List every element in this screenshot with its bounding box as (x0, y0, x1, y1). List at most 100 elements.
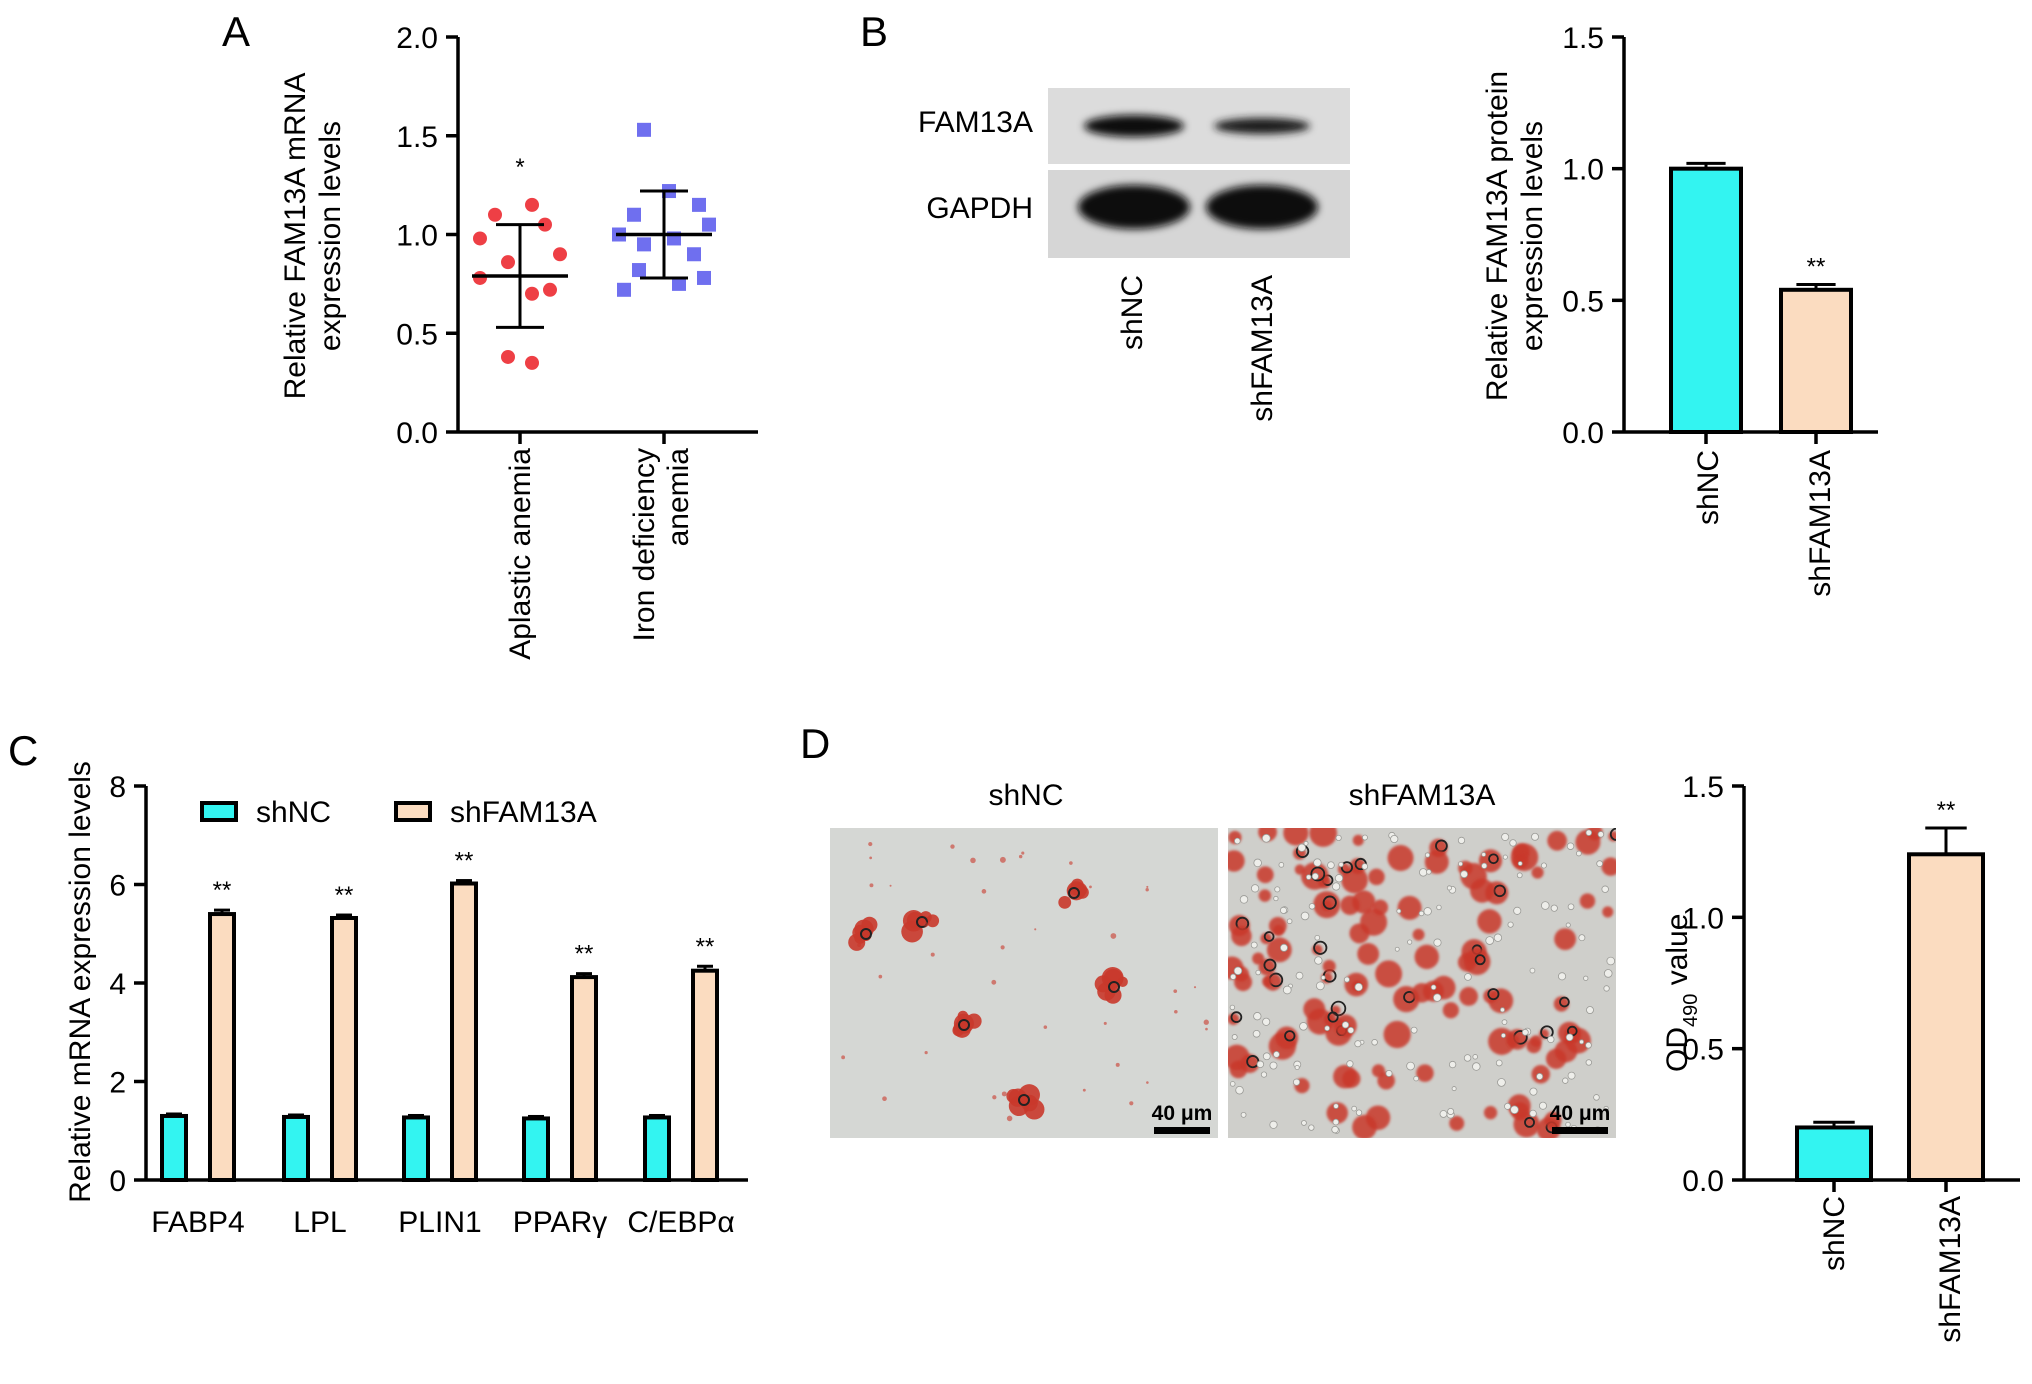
panel-c-bar-shfam13a (450, 881, 478, 1182)
unstained-cell (1457, 836, 1466, 845)
panel-a-point-iron (617, 282, 631, 297)
panel-d-bar (1795, 1125, 1873, 1183)
panel-d-bar (1907, 852, 1985, 1182)
unstained-cell (1231, 1034, 1238, 1040)
stained-cell (1340, 895, 1360, 915)
panel-c-significance: ** (696, 933, 715, 960)
unstained-cell (1575, 850, 1582, 857)
unstained-cell (1550, 904, 1558, 912)
panel-a-xlabel-aplastic: Aplastic anemia (504, 448, 537, 660)
stain-speck (999, 856, 1006, 863)
lipid-droplet (1108, 981, 1120, 993)
stain-speck (1115, 1062, 1120, 1067)
unstained-cell (1536, 1072, 1544, 1081)
lipid-droplet (1340, 861, 1354, 874)
unstained-cell (1394, 946, 1400, 952)
stained-cell (1507, 1094, 1531, 1118)
panel-c-significance: ** (575, 941, 594, 968)
lipid-droplet (1330, 1000, 1347, 1017)
unstained-cell (1463, 1054, 1472, 1062)
unstained-cell (1565, 922, 1571, 928)
stained-cell (1601, 857, 1616, 876)
unstained-cell (1279, 906, 1288, 914)
stained-cell (1483, 1106, 1498, 1120)
panel-a-ylabel-line2: expression levels (314, 121, 347, 351)
unstained-cell (1252, 1029, 1261, 1038)
unstained-cell (1343, 976, 1350, 983)
panel-c-bar-shnc (402, 1115, 430, 1183)
unstained-cell (1439, 1110, 1448, 1118)
panel-c-y-tick-label: 6 (109, 870, 126, 903)
unstained-cell (1418, 910, 1425, 917)
stained-cell (1240, 1054, 1260, 1074)
legend-label-shnc: shNC (256, 796, 331, 829)
unstained-cell (1433, 938, 1442, 947)
panel-a-point-iron (627, 207, 641, 222)
unstained-cell (1583, 975, 1589, 981)
stained-cell (906, 911, 924, 929)
lipid-droplet (1230, 1011, 1243, 1023)
unstained-cell (1497, 1078, 1506, 1087)
unstained-cell (1603, 985, 1610, 992)
stain-speck (922, 921, 928, 927)
panel-d-ylabel: OD490 value (1661, 914, 1702, 1072)
lipid-droplet (1609, 828, 1616, 841)
unstained-cell (1229, 1081, 1236, 1087)
stain-speck (1146, 1081, 1149, 1084)
stain-speck (1082, 1088, 1086, 1092)
blot-band-fam13a-shnc (1084, 115, 1184, 137)
stained-cell (1117, 976, 1128, 987)
unstained-cell (1567, 903, 1575, 911)
lipid-droplet (860, 928, 872, 940)
stained-cell (1372, 899, 1389, 916)
stained-cell (1412, 928, 1425, 941)
unstained-cell (1282, 985, 1292, 995)
legend-swatch-shnc (200, 801, 238, 822)
unstained-cell (1501, 832, 1510, 841)
stain-speck (1001, 1091, 1007, 1097)
stained-cell (1553, 996, 1570, 1012)
panel-b-y-tick-label: 0.5 (1562, 285, 1604, 318)
panel-a-xlabel-iron-line1: Iron deficiency (628, 448, 661, 641)
unstained-cell (1597, 831, 1605, 838)
stained-cell (1575, 829, 1601, 855)
unstained-cell (1433, 993, 1442, 1002)
stained-cell (1333, 1064, 1357, 1089)
unstained-cell (1331, 1125, 1339, 1134)
unstained-cell (1294, 1064, 1300, 1071)
panel-c-y-tick-label: 8 (109, 771, 126, 804)
stained-cell (1252, 952, 1265, 965)
unstained-cell (1558, 972, 1567, 981)
unstained-cell (1567, 1071, 1576, 1080)
panel-a-scatter: Relative FAM13A mRNA expression levels 0… (279, 22, 758, 660)
stain-speck (857, 943, 862, 947)
panel-d-y-tick-label: 0.0 (1682, 1165, 1724, 1198)
panel-a-xlabel-iron-line2: anemia (662, 448, 695, 547)
stain-speck (924, 1050, 928, 1055)
stain-speck (1000, 945, 1005, 950)
panel-a-point-iron (697, 270, 711, 285)
unstained-cell (1301, 1120, 1307, 1126)
unstained-cell (1593, 1094, 1600, 1101)
stained-cell (1383, 1020, 1411, 1049)
unstained-cell (1407, 939, 1413, 945)
unstained-cell (1262, 1052, 1271, 1061)
stained-cell (1368, 868, 1385, 886)
unstained-cell (1446, 885, 1452, 891)
unstained-cell (1314, 934, 1321, 941)
stained-cell (1579, 893, 1596, 909)
stain-speck (1205, 1027, 1208, 1031)
unstained-cell (1472, 1054, 1478, 1060)
stain-speck (1043, 1025, 1048, 1029)
unstained-cell (1531, 832, 1539, 841)
panel-d-bar-chart: OD490 value 0.0 0.5 1.0 1.5 ** shNC shFAM13… (1661, 771, 2020, 1343)
stained-cell (1547, 830, 1567, 851)
stain-speck (1006, 1115, 1013, 1122)
panel-label-b: B (860, 8, 888, 55)
unstained-cell (1419, 868, 1428, 877)
panel-d-y-tick-label: 1.5 (1682, 771, 1724, 804)
unstained-cell (1269, 1120, 1278, 1129)
lipid-droplet (1068, 887, 1080, 899)
unstained-cell (1341, 1021, 1350, 1029)
unstained-cell (1299, 1022, 1308, 1031)
